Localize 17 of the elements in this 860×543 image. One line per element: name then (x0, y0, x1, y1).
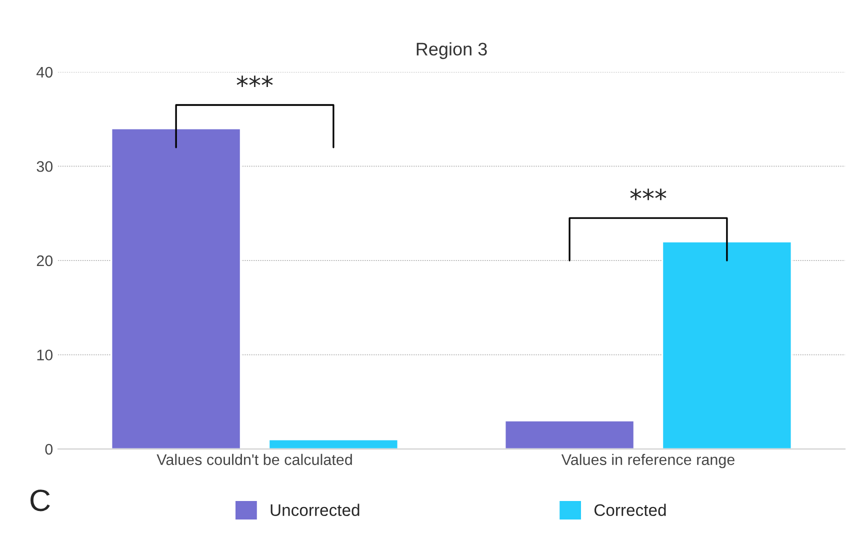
x-tick-label: Values in reference range (561, 454, 734, 468)
legend-label: Uncorrected (270, 504, 360, 516)
bar (110, 128, 242, 449)
annotation: *** (630, 188, 666, 200)
bar (268, 438, 399, 449)
legend-label: Corrected (594, 504, 666, 516)
bar (504, 420, 635, 449)
y-tick-label: 40 (36, 66, 53, 78)
y-tick-label: 20 (36, 255, 53, 266)
y-tick-label: 10 (37, 350, 53, 360)
y-tick-label: 0 (45, 444, 53, 455)
chart-title: Region 3 (416, 42, 487, 60)
annotation: *** (236, 76, 273, 87)
text: C (30, 490, 50, 512)
y-tick-label: 30 (36, 161, 53, 172)
x-tick-label: Values couldn't be calculated (156, 454, 352, 466)
bar (662, 240, 792, 449)
